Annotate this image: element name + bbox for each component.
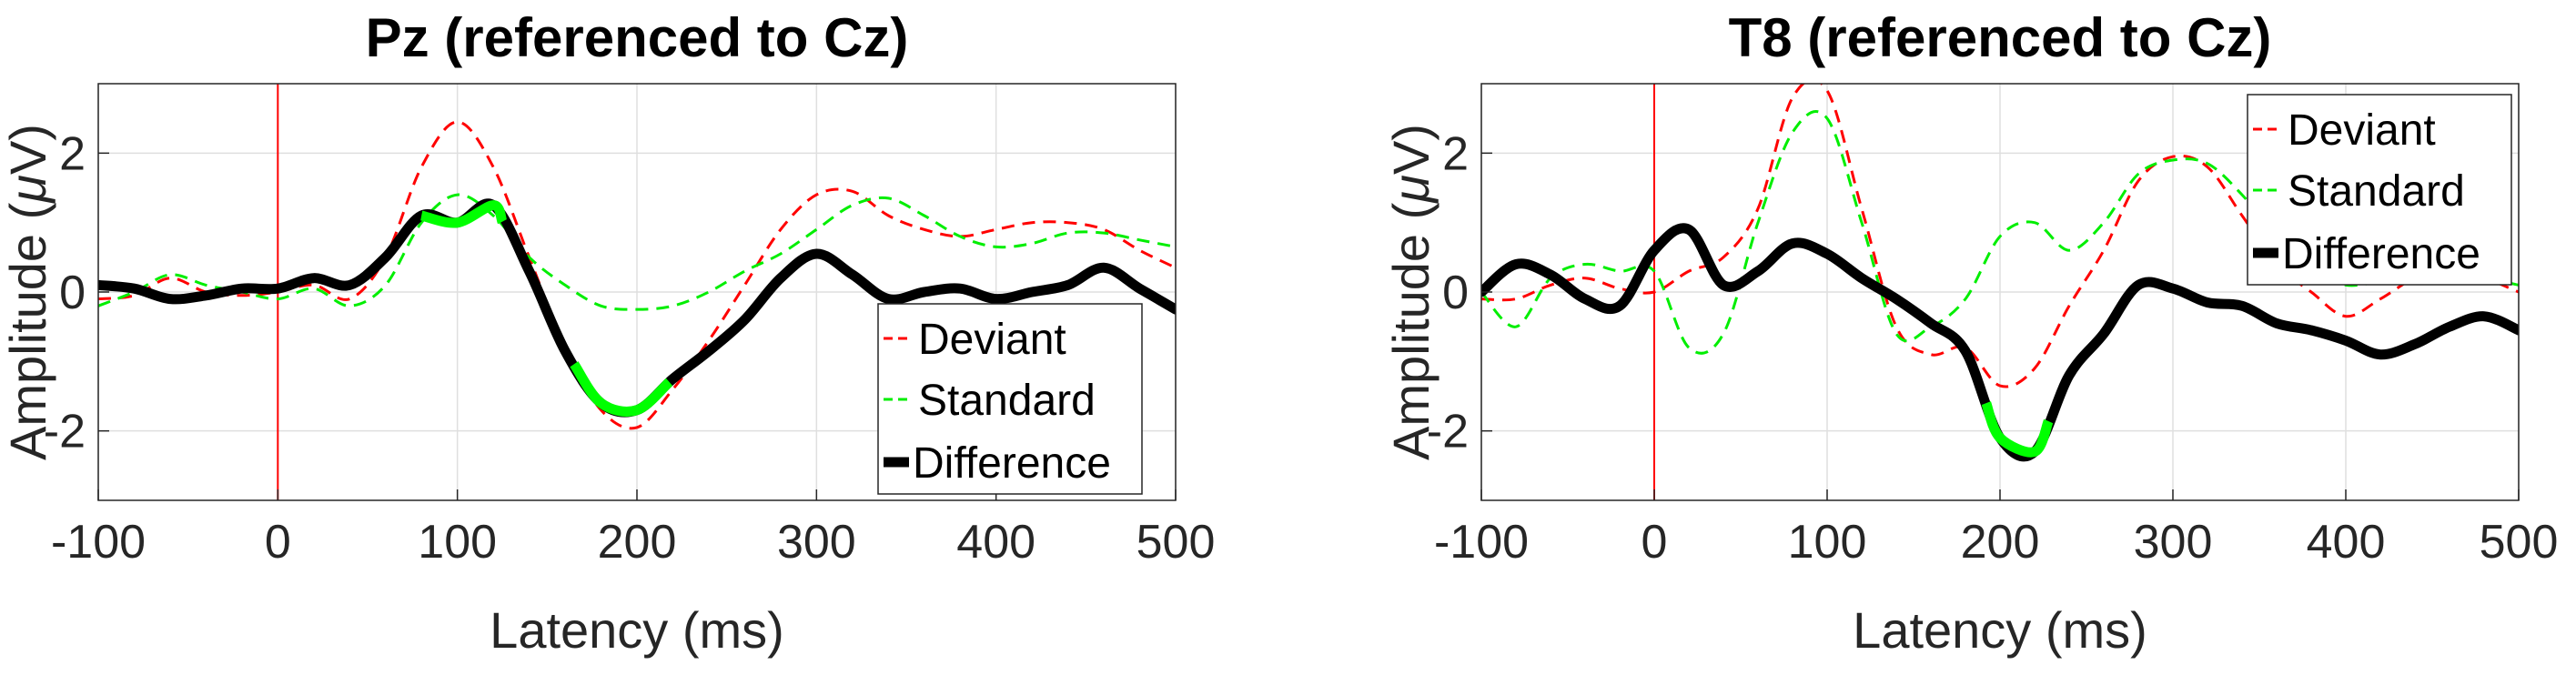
y-tick-label: 0 xyxy=(59,267,86,319)
chart-panel-2: -100 0 100 200 300 400 500 -2 0 2 T8 (referenced t… xyxy=(1382,7,2558,659)
x-tick-label: 300 xyxy=(2134,516,2213,569)
legend-label-standard: Standard xyxy=(2288,167,2465,216)
y-tick-label: -2 xyxy=(44,406,86,458)
legend-box xyxy=(877,303,1143,495)
x-tick-label: 200 xyxy=(1961,516,2040,569)
x-tick-label: 0 xyxy=(1642,516,1668,569)
x-tick-label: 100 xyxy=(418,516,497,569)
y-axis-label: Amplitude (μV) xyxy=(1382,124,1440,460)
legend-label-standard: Standard xyxy=(918,377,1096,425)
legend-label-difference: Difference xyxy=(913,439,1111,488)
x-tick-label: 400 xyxy=(2307,516,2386,569)
significant-window-1 xyxy=(1981,401,2054,458)
x-tick-label: 500 xyxy=(2480,516,2559,569)
significant-window-1 xyxy=(419,200,508,228)
legend-box xyxy=(2247,94,2512,286)
legend-label-difference: Difference xyxy=(2282,230,2480,278)
x-axis-label: Latency (ms) xyxy=(490,601,784,659)
x-tick-label: 200 xyxy=(598,516,677,569)
y-axis-label-prefix: Amplitude ( xyxy=(0,202,56,460)
x-tick-label: 100 xyxy=(1788,516,1867,569)
x-tick-label: -100 xyxy=(1434,516,1529,569)
x-tick-label: 0 xyxy=(265,516,291,569)
chart-panel-1: -100 0 100 200 300 400 500 -2 0 2 Pz (referenced t… xyxy=(0,7,1215,659)
x-axis-label: Latency (ms) xyxy=(1853,601,2147,659)
y-tick-label: 2 xyxy=(1442,127,1469,180)
y-axis-label-unit: μ xyxy=(1382,175,1440,205)
legend: Deviant Standard Difference xyxy=(877,303,1143,495)
chart-title: T8 (referenced to Cz) xyxy=(1729,7,2272,68)
x-tick-label: 500 xyxy=(1136,516,1216,569)
y-tick-label: 0 xyxy=(1442,267,1469,319)
x-tick-label: 400 xyxy=(956,516,1035,569)
y-axis-label-suffix: V) xyxy=(1382,124,1440,175)
y-tick-label: -2 xyxy=(1427,406,1469,458)
y-axis-label-unit: μ xyxy=(0,175,56,205)
y-axis-label-suffix: V) xyxy=(0,124,56,175)
series-line-standard xyxy=(98,193,1176,311)
legend: Deviant Standard Difference xyxy=(2247,94,2512,286)
x-tick-label: 300 xyxy=(777,516,856,569)
y-axis-label-prefix: Amplitude ( xyxy=(1382,202,1440,460)
chart-title: Pz (referenced to Cz) xyxy=(366,7,909,68)
legend-label-deviant: Deviant xyxy=(2288,106,2436,155)
y-axis-label: Amplitude (μV) xyxy=(0,124,56,460)
y-tick-label: 2 xyxy=(59,127,86,180)
significant-window-2 xyxy=(570,361,673,417)
legend-label-deviant: Deviant xyxy=(918,316,1066,364)
x-tick-label: -100 xyxy=(51,516,146,569)
